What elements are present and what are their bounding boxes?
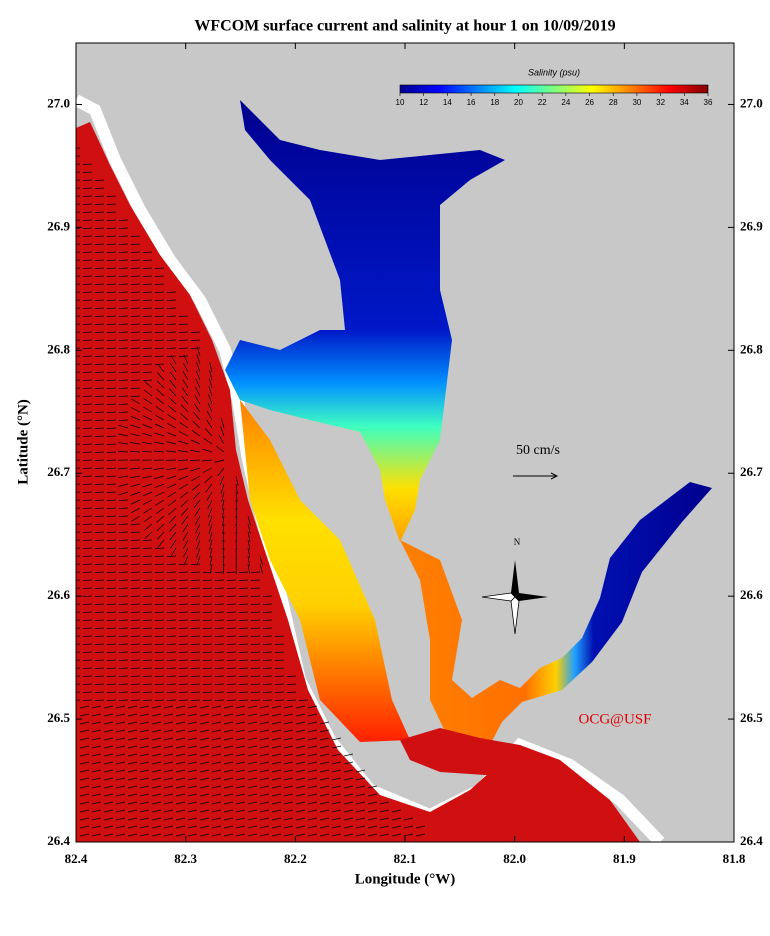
y-tick-label: 26.6	[47, 587, 70, 602]
x-tick-label: 82.0	[503, 851, 526, 866]
y-tick-label: 26.5	[47, 710, 70, 725]
estero-bay	[400, 728, 542, 776]
colorbar-tick-label: 20	[514, 98, 523, 107]
colorbar-tick-label: 18	[490, 98, 499, 107]
scale-arrow-head	[550, 472, 559, 480]
y-tick-label-right: 26.7	[740, 464, 763, 479]
x-axis-label: Longitude (°W)	[355, 871, 456, 887]
x-tick-label: 81.9	[613, 851, 636, 866]
y-tick-label: 26.7	[47, 464, 70, 479]
x-tick-label: 82.3	[174, 851, 197, 866]
title: WFCOM surface current and salinity at ho…	[194, 18, 615, 35]
y-tick-label: 26.4	[47, 833, 70, 848]
colorbar-tick-label: 34	[680, 98, 689, 107]
y-tick-label-right: 26.5	[740, 710, 763, 725]
current-vectors	[76, 147, 426, 837]
y-tick-label-right: 26.9	[740, 218, 763, 233]
x-tick-label: 82.2	[284, 851, 307, 866]
colorbar-title: Salinity (psu)	[528, 67, 580, 77]
ocean	[76, 122, 640, 842]
y-tick-label: 26.9	[47, 218, 70, 233]
y-tick-label-right: 27.0	[740, 95, 763, 110]
x-tick-label: 81.8	[723, 851, 746, 866]
y-tick-label: 26.8	[47, 341, 70, 356]
colorbar-tick-label: 14	[443, 98, 452, 107]
y-axis-label: Latitude (°N)	[15, 399, 31, 485]
colorbar	[399, 84, 709, 94]
colorbar-tick-label: 30	[632, 98, 641, 107]
colorbar-tick-label: 12	[419, 98, 428, 107]
colorbar-tick-label: 32	[656, 98, 665, 107]
colorbar-tick-label: 10	[396, 98, 405, 107]
colorbar-tick-label: 26	[585, 98, 594, 107]
north-arrow	[481, 560, 548, 635]
caloosahatchee	[400, 482, 712, 760]
colorbar-ticks: 10 12 14 16 18 20 22 24 26 28 30 32 34 36	[396, 93, 713, 107]
y-tick-label-right: 26.4	[740, 833, 763, 848]
colorbar-tick-label: 22	[538, 98, 547, 107]
x-tick-label: 82.1	[394, 851, 417, 866]
y-tick-label-right: 26.8	[740, 341, 763, 356]
credit: OCG@USF	[578, 711, 651, 727]
colorbar-tick-label: 28	[609, 98, 618, 107]
y-tick-label-right: 26.6	[740, 587, 763, 602]
colorbar-tick-label: 16	[467, 98, 476, 107]
charlotte-harbor	[225, 100, 505, 542]
scale-label: 50 cm/s	[516, 443, 560, 458]
colorbar-tick-label: 24	[561, 98, 570, 107]
x-tick-label: 82.4	[65, 851, 88, 866]
pine-island-sound	[240, 400, 410, 742]
north-label: N	[514, 537, 521, 547]
axis-ticks: 82.4 82.3 82.2 82.1 82.0 81.9 81.8 26.4 26.4 26.5…	[47, 43, 763, 866]
y-tick-label: 27.0	[47, 95, 70, 110]
colorbar-tick-label: 36	[704, 98, 713, 107]
